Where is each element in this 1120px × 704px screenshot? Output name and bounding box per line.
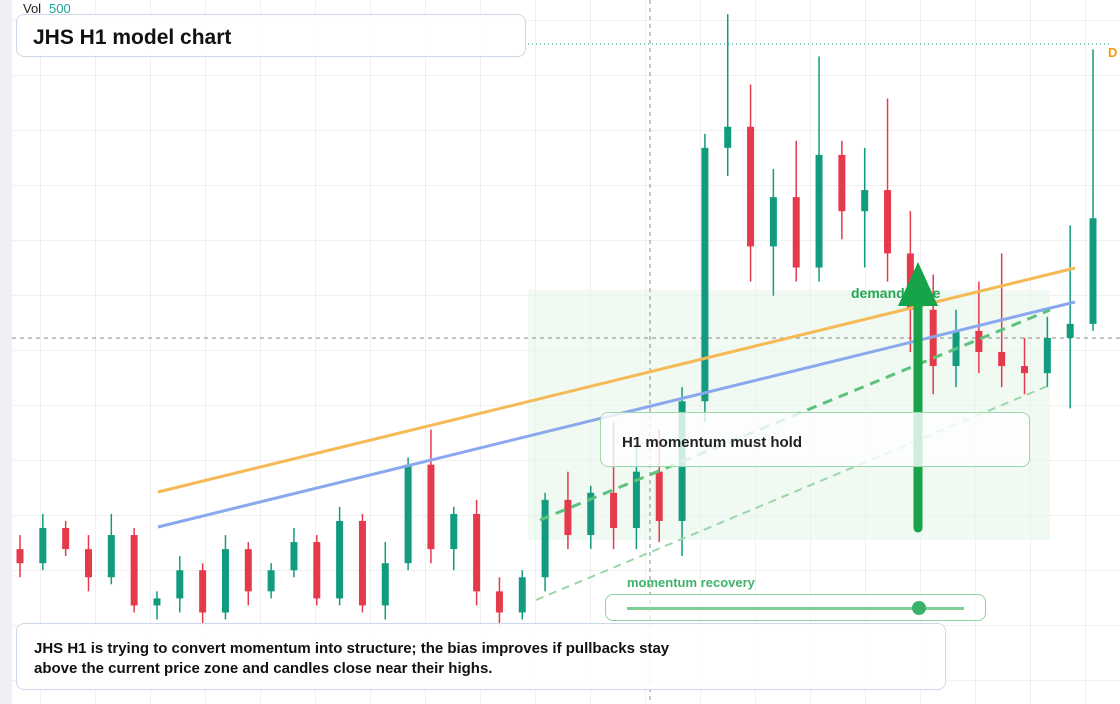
candle-body [450,513,458,550]
candle-body [861,190,869,212]
arrow-head [898,262,938,306]
candle-body [358,520,366,606]
candle-body [747,126,755,247]
candle-body [518,577,526,613]
candle-body [724,126,732,148]
note-text: JHS H1 is trying to convert momentum int… [34,640,670,677]
candle-body [16,549,24,564]
hold-card: H1 momentum must hold [600,412,1030,467]
candle-body [62,528,70,550]
candle-body [769,197,777,247]
candle-body [792,197,800,268]
vol-value: 500 [49,1,71,16]
candle-body [427,464,435,550]
chart-title: JHS H1 model chart [33,26,232,49]
candle-body [130,535,138,606]
title-card: JHS H1 model chart [16,14,526,57]
candle-body [655,471,663,521]
candle-body [39,528,47,564]
candle-body [313,542,321,599]
candle-body [610,492,618,528]
candle-body [587,492,595,536]
candle-body [1021,366,1029,374]
candle-body [564,499,572,536]
candle-body [495,591,503,613]
slider[interactable] [605,594,986,621]
slider-thumb[interactable] [912,601,926,615]
candle-body [267,570,275,592]
candle-body [244,549,252,592]
left-strip [0,0,12,704]
candle-body [815,154,823,268]
candle-body [632,471,640,528]
candle-body [884,190,892,254]
recovery-label: momentum recovery [627,575,755,590]
candle-body [473,513,481,592]
candle-body [1066,323,1074,338]
candle-body [541,499,549,578]
candle-body [975,330,983,352]
candle-body [336,520,344,599]
hold-label: H1 momentum must hold [622,434,803,451]
candle-body [176,570,184,599]
candle-body [701,147,709,402]
candle-body [84,549,92,578]
note-card: JHS H1 is trying to convert momentum int… [16,623,946,690]
candle-body [404,464,412,564]
price-flag: D [1108,45,1117,60]
candle-body [199,570,207,613]
candle-body [221,549,229,613]
vol-label: Vol [23,1,41,16]
candle-body [290,542,298,571]
candle-body [107,535,115,578]
candle-body [153,598,161,606]
slider-track [627,607,964,610]
candle-body [838,154,846,212]
candle-body [1089,218,1097,324]
candle-body [998,352,1006,367]
candle-body [381,563,389,606]
candle-body [1043,337,1051,374]
